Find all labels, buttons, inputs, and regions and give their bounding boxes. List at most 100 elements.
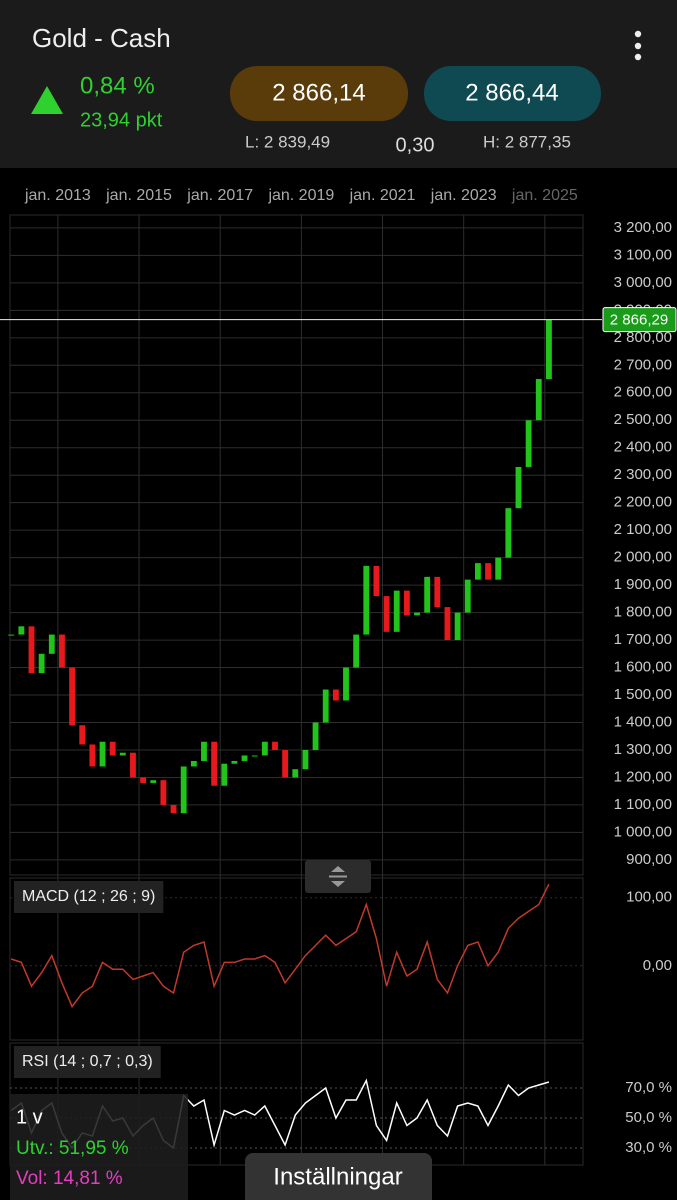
candle bbox=[424, 576, 431, 613]
candle bbox=[414, 612, 420, 616]
y-tick-label: 3 000,00 bbox=[614, 274, 672, 291]
candle bbox=[48, 634, 55, 654]
y-tick-label: 30,0 % bbox=[625, 1139, 672, 1156]
y-tick-label: 2 400,00 bbox=[614, 439, 672, 456]
buy-pill bbox=[424, 66, 601, 121]
candle bbox=[282, 749, 289, 778]
y-tick-label: 1 800,00 bbox=[614, 604, 672, 621]
y-tick-label: 2 600,00 bbox=[614, 384, 672, 401]
candle bbox=[474, 563, 481, 580]
candle bbox=[190, 760, 197, 767]
ask-price: 2 866,44 bbox=[465, 79, 558, 106]
menu-dot bbox=[634, 30, 642, 38]
x-tick-label: jan. 2019 bbox=[267, 187, 334, 204]
candle bbox=[261, 741, 268, 756]
y-tick-label: 1 400,00 bbox=[614, 713, 672, 730]
overlay-bg bbox=[10, 1094, 188, 1200]
candle bbox=[89, 744, 96, 767]
candle bbox=[211, 741, 218, 786]
low-price: L: 2 839,49 bbox=[245, 132, 330, 151]
y-tick-label: 3 200,00 bbox=[614, 219, 672, 236]
y-tick-label: 70,0 % bbox=[625, 1079, 672, 1096]
candle bbox=[444, 607, 451, 641]
candle bbox=[18, 626, 25, 635]
candle bbox=[180, 766, 187, 814]
sell-button[interactable]: 2 866,14 bbox=[230, 66, 408, 121]
candle bbox=[383, 596, 390, 632]
high-price: H: 2 877,35 bbox=[483, 132, 571, 151]
settings-label: Inställningar bbox=[273, 1163, 402, 1190]
panel-title: MACD (12 ; 26 ; 9) bbox=[22, 888, 155, 905]
last-price-box bbox=[602, 307, 677, 333]
handle-arrow bbox=[331, 866, 345, 872]
candle bbox=[79, 725, 86, 745]
y-tick-label: 1 600,00 bbox=[614, 659, 672, 676]
candle bbox=[535, 379, 542, 421]
y-tick-label: 2 800,00 bbox=[614, 329, 672, 346]
candle bbox=[495, 557, 502, 580]
y-tick-label: 1 900,00 bbox=[614, 576, 672, 593]
plot-area: 900,00 1 000,00 1 100,00 1 200,00 1 300,00 1 … bbox=[0, 187, 677, 1166]
menu-button[interactable] bbox=[634, 30, 642, 61]
candle bbox=[515, 466, 522, 509]
y-tick-label: 2 700,00 bbox=[614, 356, 672, 373]
candle bbox=[292, 769, 299, 778]
sell-pill bbox=[230, 66, 408, 121]
candle bbox=[59, 634, 65, 668]
panel-title: RSI (14 ; 0,7 ; 0,3) bbox=[22, 1053, 153, 1070]
candle bbox=[505, 508, 512, 558]
y-tick-label: 2 500,00 bbox=[614, 411, 672, 428]
x-tick-label: jan. 2021 bbox=[349, 187, 416, 204]
y-tick-label: 2 300,00 bbox=[614, 466, 672, 483]
candle bbox=[99, 741, 106, 767]
instrument-title: Gold - Cash bbox=[32, 23, 171, 53]
candle bbox=[343, 667, 349, 701]
panel-title-bg bbox=[14, 881, 164, 913]
x-tick-label: jan. 2013 bbox=[24, 187, 91, 204]
x-tick-label: jan. 2015 bbox=[105, 187, 172, 204]
candle bbox=[241, 755, 248, 761]
candle bbox=[109, 741, 116, 756]
y-tick-label: 0,00 bbox=[643, 957, 672, 974]
y-tick-label: 50,0 % bbox=[625, 1109, 672, 1126]
bid-price: 2 866,14 bbox=[272, 79, 365, 106]
candle bbox=[221, 763, 228, 786]
candle bbox=[119, 752, 126, 756]
candle bbox=[393, 590, 400, 632]
y-tick-label: 3 100,00 bbox=[614, 246, 672, 263]
indicator-line bbox=[10, 883, 550, 1009]
x-tick-label: jan. 2023 bbox=[430, 187, 497, 204]
stats-overlay: 1 v Utv.: 51,95 % Vol: 14,81 % bbox=[10, 1094, 188, 1200]
change-pct: 0,84 % bbox=[80, 72, 155, 99]
candle bbox=[464, 579, 471, 613]
candle bbox=[130, 752, 136, 778]
settings-bg bbox=[245, 1153, 432, 1200]
candle bbox=[302, 749, 309, 770]
candle bbox=[454, 612, 461, 641]
candle bbox=[353, 634, 360, 668]
y-tick-label: 2 200,00 bbox=[614, 494, 672, 511]
spread: 0,30 bbox=[396, 134, 435, 156]
panel-resize-handle[interactable] bbox=[305, 860, 371, 893]
candle bbox=[38, 653, 45, 674]
x-tick-label: jan. 2025 bbox=[511, 187, 578, 204]
up-arrow bbox=[31, 86, 63, 114]
candle bbox=[545, 319, 552, 380]
panel-frame bbox=[9, 877, 584, 1041]
period: 1 v bbox=[16, 1106, 43, 1128]
buy-button[interactable]: 2 866,44 bbox=[424, 66, 601, 121]
menu-dot bbox=[634, 53, 642, 61]
settings-button[interactable]: Inställningar bbox=[245, 1153, 432, 1200]
volatility: Vol: 14,81 % bbox=[16, 1168, 123, 1189]
candle bbox=[322, 689, 329, 723]
panel-frame bbox=[9, 214, 584, 876]
y-tick-label: 1 300,00 bbox=[614, 741, 672, 758]
candle bbox=[363, 565, 370, 635]
candle bbox=[8, 634, 15, 636]
candle bbox=[231, 760, 238, 764]
x-tick-label: jan. 2017 bbox=[186, 187, 253, 204]
candle bbox=[140, 777, 147, 783]
change-pts: 23,94 pkt bbox=[80, 109, 163, 131]
candle bbox=[28, 626, 35, 674]
